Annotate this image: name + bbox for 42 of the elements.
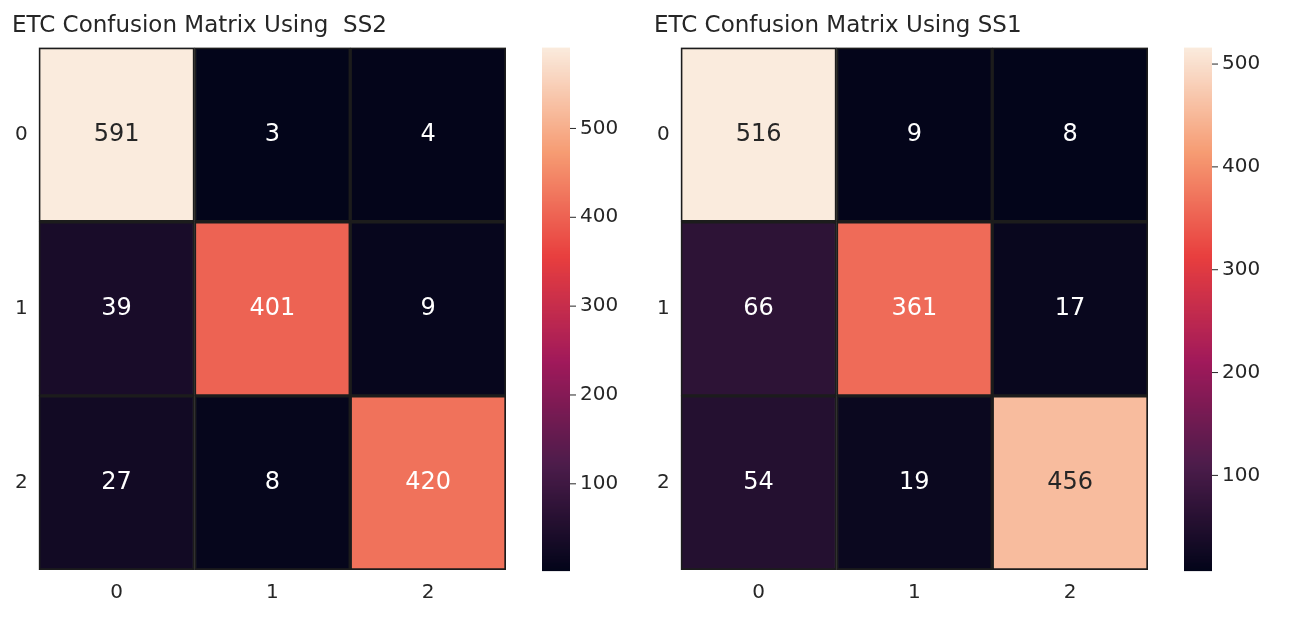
x-tick-label: 1: [908, 579, 921, 604]
data-label: 3: [264, 118, 280, 147]
data-label: 361: [891, 293, 938, 322]
x-tick-label: 1: [266, 579, 279, 604]
chart-title: ETC Confusion Matrix Using SS1: [654, 10, 1022, 37]
data-label: 456: [1047, 467, 1094, 496]
color-bar-label: 400: [580, 203, 619, 228]
data-label: 9: [906, 118, 922, 147]
data-label: 401: [249, 293, 296, 322]
data-label: 17: [1054, 293, 1086, 322]
y-tick-label: 2: [14, 469, 28, 494]
color-bar-label: 200: [1222, 358, 1261, 383]
data-label: 8: [1062, 118, 1078, 147]
chart-title: ETC Confusion Matrix Using SS2: [12, 10, 387, 37]
y-tick-label: 0: [656, 120, 670, 145]
x-tick-label: 0: [752, 579, 765, 604]
data-label: 39: [101, 293, 132, 322]
data-label: 9: [420, 293, 436, 322]
data-label: 4: [420, 118, 436, 147]
y-tick-label: 1: [14, 295, 28, 319]
y-tick-label: 1: [656, 295, 670, 319]
data-label: 54: [743, 467, 774, 496]
color-bar-label: 200: [580, 381, 619, 406]
x-tick-label: 0: [110, 579, 123, 604]
data-label: 8: [264, 467, 280, 496]
data-label: 66: [743, 293, 774, 322]
data-label: 27: [101, 467, 132, 496]
data-label: 19: [899, 467, 930, 496]
color-bar-label: 100: [1222, 461, 1261, 486]
color-bar-label: 500: [580, 114, 619, 139]
y-tick-label: 2: [656, 469, 670, 494]
data-label: 516: [735, 118, 782, 147]
x-tick-label: 2: [421, 579, 435, 604]
color-bar-label: 500: [1222, 50, 1261, 75]
color-bar-label: 300: [580, 292, 619, 317]
y-tick-label: 0: [14, 120, 28, 145]
color-bar-label: 100: [580, 470, 619, 495]
data-label: 591: [93, 118, 140, 147]
data-label: 420: [405, 467, 452, 496]
color-bar-label: 400: [1222, 153, 1261, 178]
color-bar-label: 300: [1222, 255, 1261, 280]
x-tick-label: 2: [1063, 579, 1077, 604]
